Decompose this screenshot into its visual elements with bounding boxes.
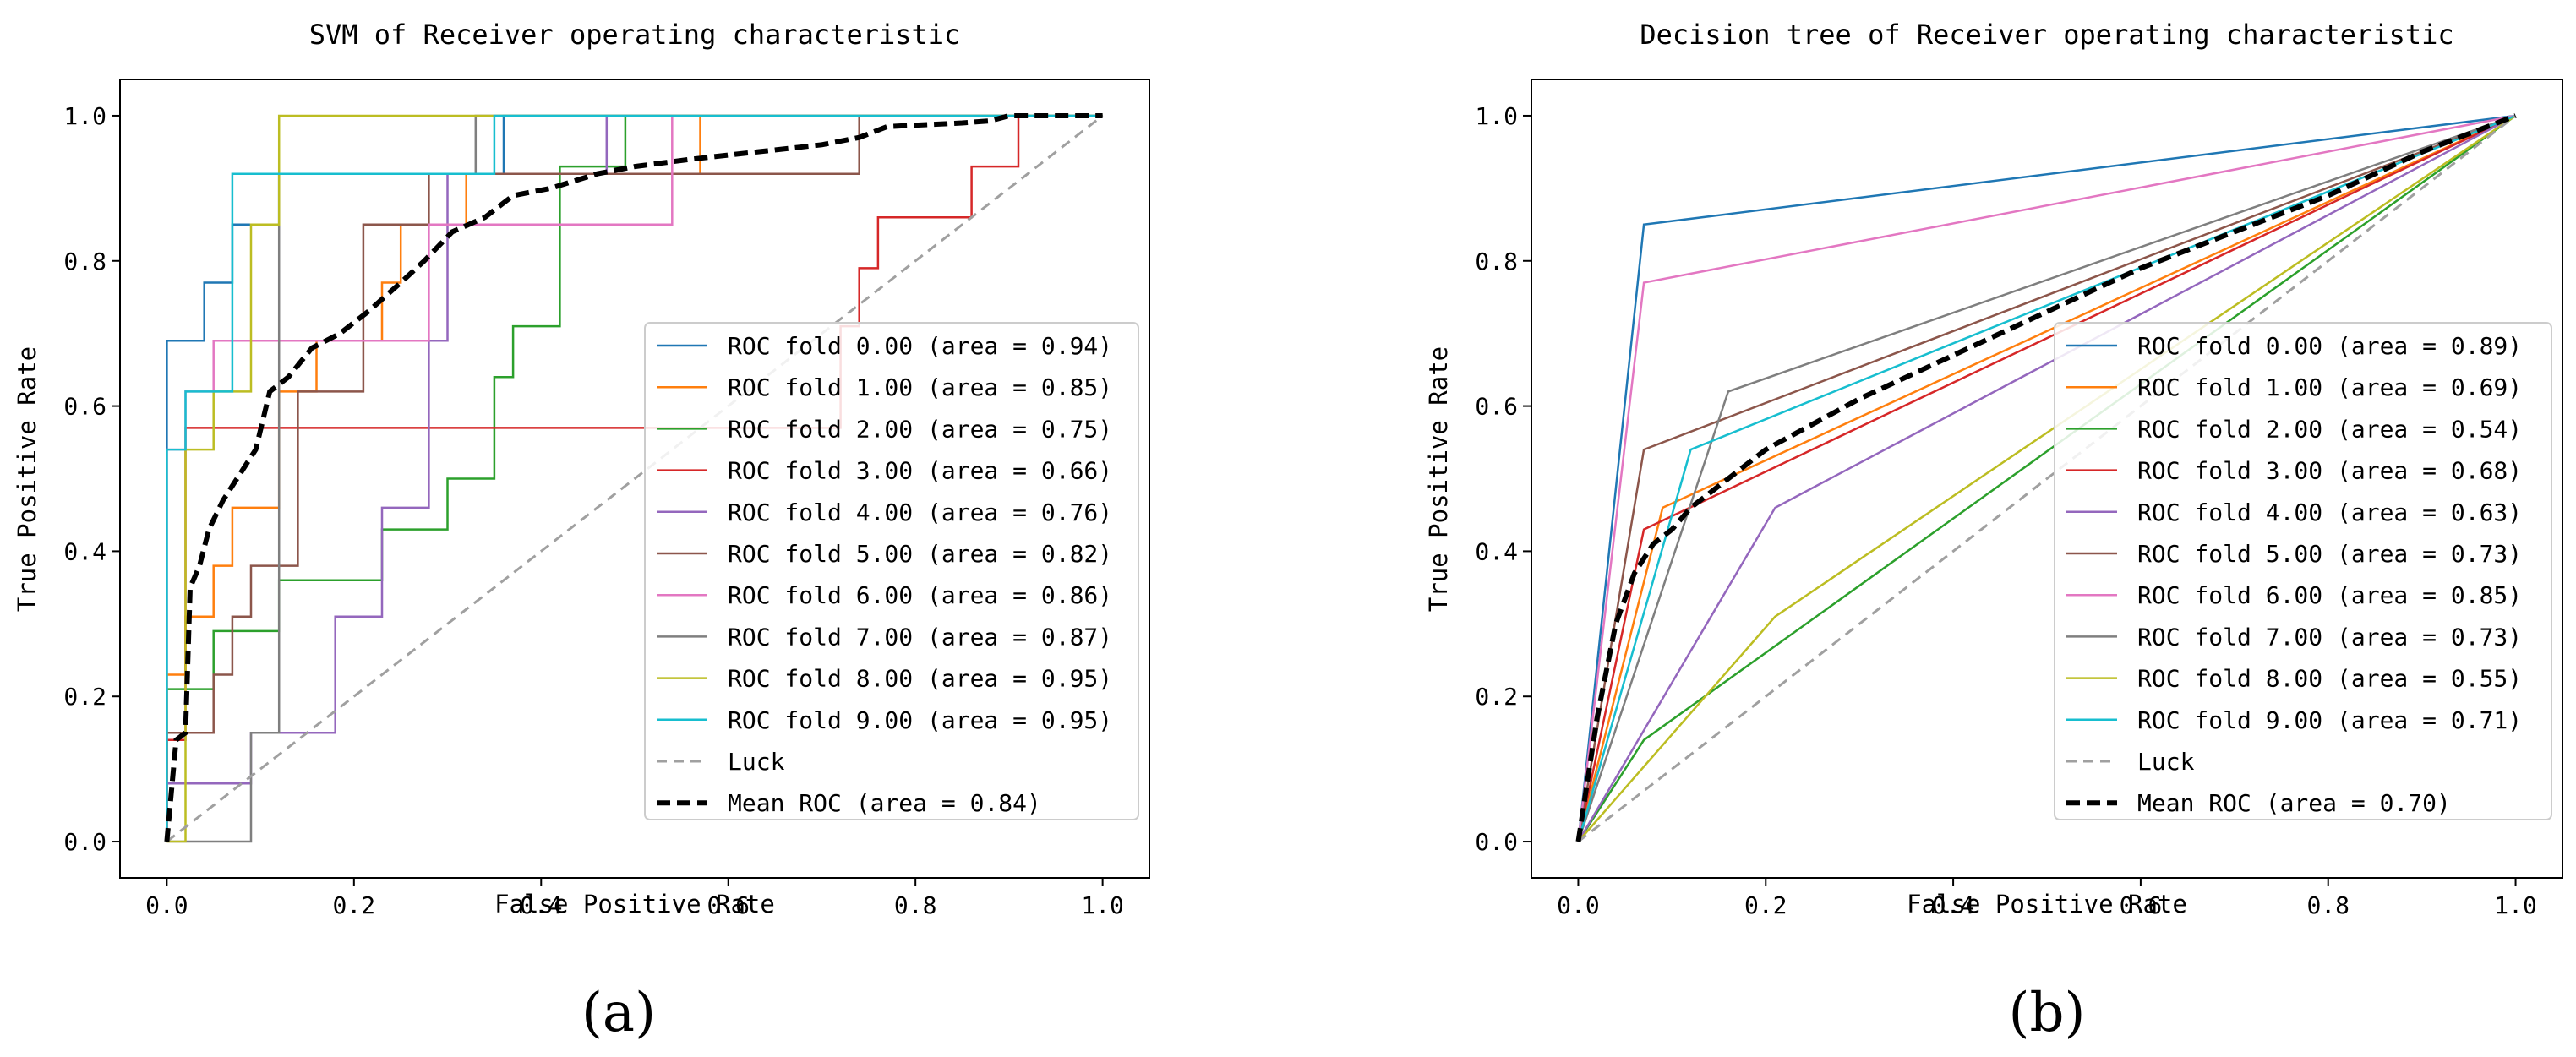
y-tick-label: 0.4 bbox=[1475, 537, 1518, 565]
legend-entry: ROC fold 0.00 (area = 0.94) bbox=[728, 332, 1112, 360]
y-tick-label: 1.0 bbox=[63, 102, 106, 130]
x-tick-label: 0.8 bbox=[2306, 891, 2350, 919]
legend-entry: ROC fold 5.00 (area = 0.73) bbox=[2137, 540, 2522, 568]
legend-box bbox=[644, 322, 1139, 820]
y-tick-label: 0.2 bbox=[1475, 683, 1518, 711]
roc-fold-4-line bbox=[1577, 114, 2517, 842]
legend-entry: ROC fold 1.00 (area = 0.85) bbox=[728, 373, 1112, 401]
legend-entry: Mean ROC (area = 0.84) bbox=[728, 789, 1041, 817]
legend-entry: ROC fold 4.00 (area = 0.76) bbox=[728, 499, 1112, 526]
x-tick-label: 0.2 bbox=[1744, 891, 1787, 919]
y-tick-label: 1.0 bbox=[1475, 102, 1518, 130]
x-tick-label: 0.4 bbox=[520, 891, 563, 919]
roc-fold-9-line bbox=[166, 114, 1103, 842]
x-tick-label: 0.0 bbox=[145, 891, 188, 919]
legend-entry: ROC fold 3.00 (area = 0.68) bbox=[2137, 457, 2522, 485]
svm-roc-chart: 0.0 0.2 0.4 0.6 0.8 1.0 0.0 0.2 0.4 0.6 0.8 1.0 SVM… bbox=[13, 19, 1150, 1044]
roc-fold-1-line bbox=[1577, 114, 2517, 842]
x-axis-label: False Positive Rate bbox=[494, 890, 775, 918]
mean-roc-line bbox=[1575, 113, 2517, 842]
chart-title: Decision tree of Receiver operating char… bbox=[1640, 19, 2453, 51]
mean-roc-line bbox=[164, 113, 1103, 842]
y-axis-label: True Positive Rate bbox=[1424, 346, 1453, 612]
x-tick-label: 0.2 bbox=[333, 891, 376, 919]
legend-entry: Mean ROC (area = 0.70) bbox=[2137, 789, 2451, 817]
y-tick-label: 0.4 bbox=[63, 537, 106, 565]
roc-fold-7-line bbox=[1577, 114, 2516, 842]
legend: ROC fold 0.00 (area = 0.89) ROC fold 1.00… bbox=[2054, 322, 2552, 820]
y-tick-label: 0.6 bbox=[1475, 393, 1518, 421]
legend-entry: ROC fold 3.00 (area = 0.66) bbox=[728, 457, 1112, 485]
panel-label: (b) bbox=[2009, 982, 2086, 1044]
y-tick-label: 0.6 bbox=[63, 393, 106, 421]
panel-label: (a) bbox=[581, 982, 656, 1044]
legend-entry: ROC fold 2.00 (area = 0.75) bbox=[728, 415, 1112, 443]
legend-entry: ROC fold 0.00 (area = 0.89) bbox=[2137, 332, 2522, 360]
legend-entry: ROC fold 1.00 (area = 0.69) bbox=[2137, 373, 2522, 401]
roc-fold-6-line bbox=[1577, 114, 2516, 842]
legend-entry: Luck bbox=[2137, 748, 2195, 776]
y-tick-label: 0.8 bbox=[1475, 248, 1518, 275]
legend-entry: ROC fold 2.00 (area = 0.54) bbox=[2137, 415, 2522, 443]
legend-entry: ROC fold 5.00 (area = 0.82) bbox=[728, 540, 1112, 568]
x-axis-label: False Positive Rate bbox=[1907, 890, 2187, 918]
legend-box bbox=[2054, 322, 2552, 820]
x-tick-label: 0.6 bbox=[2120, 891, 2163, 919]
x-tick-label: 1.0 bbox=[2494, 891, 2537, 919]
chart-title: SVM of Receiver operating characteristic bbox=[309, 19, 961, 51]
y-axis-label: True Positive Rate bbox=[13, 346, 41, 612]
legend-entry: ROC fold 9.00 (area = 0.71) bbox=[2137, 706, 2522, 734]
luck-line bbox=[166, 114, 1104, 843]
decision-tree-roc-chart: 0.0 0.2 0.4 0.6 0.8 1.0 0.0 0.2 0.4 0.6 0.8 1.0 Dec… bbox=[1424, 19, 2563, 1044]
roc-fold-2-line bbox=[166, 114, 1103, 842]
y-tick-label: 0.0 bbox=[1475, 828, 1518, 856]
y-tick-label: 0.2 bbox=[63, 683, 106, 711]
legend-entry: ROC fold 7.00 (area = 0.73) bbox=[2137, 623, 2522, 651]
roc-fold-5-line bbox=[166, 114, 1103, 842]
roc-fold-7-line bbox=[166, 114, 1103, 843]
y-tick-label: 0.8 bbox=[63, 248, 106, 275]
legend: ROC fold 0.00 (area = 0.94) ROC fold 1.00… bbox=[644, 322, 1139, 820]
x-tick-label: 0.4 bbox=[1932, 891, 1975, 919]
legend-entry: ROC fold 4.00 (area = 0.63) bbox=[2137, 499, 2522, 526]
y-tick-label: 0.0 bbox=[63, 828, 106, 856]
legend-entry: Luck bbox=[728, 748, 785, 776]
x-tick-label: 1.0 bbox=[1081, 891, 1124, 919]
x-tick-label: 0.0 bbox=[1557, 891, 1600, 919]
luck-line bbox=[1577, 114, 2517, 843]
roc-fold-8-line bbox=[1577, 114, 2517, 842]
plot-frame bbox=[1531, 79, 2563, 879]
legend-entry: ROC fold 8.00 (area = 0.55) bbox=[2137, 665, 2522, 693]
roc-fold-3-line bbox=[1577, 114, 2517, 842]
legend-entry: ROC fold 6.00 (area = 0.86) bbox=[728, 581, 1112, 609]
x-tick-label: 0.8 bbox=[894, 891, 937, 919]
roc-fold-0-line bbox=[1577, 114, 2516, 842]
legend-entry: ROC fold 9.00 (area = 0.95) bbox=[728, 706, 1112, 734]
plot-frame bbox=[119, 79, 1150, 879]
legend-entry: ROC fold 6.00 (area = 0.85) bbox=[2137, 581, 2522, 609]
legend-entry: ROC fold 8.00 (area = 0.95) bbox=[728, 665, 1112, 693]
x-tick-label: 0.6 bbox=[707, 891, 750, 919]
legend-entry: ROC fold 7.00 (area = 0.87) bbox=[728, 623, 1112, 651]
